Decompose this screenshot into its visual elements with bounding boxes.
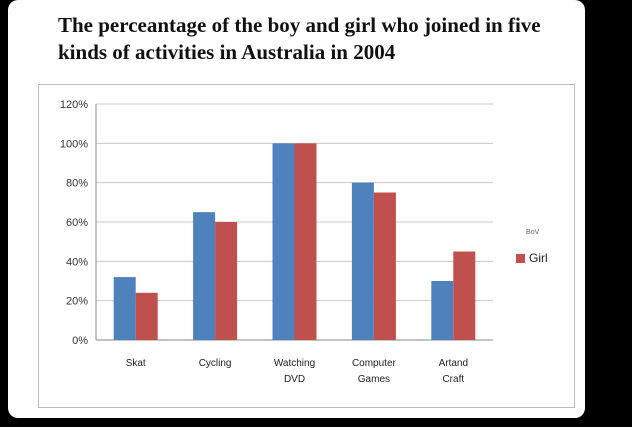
x-axis: Skat Cycling Watching DVD Computer Games Artan… (126, 358, 468, 385)
x-tick-label: Cycling (199, 358, 232, 369)
x-tick-label-line: Artand (439, 358, 468, 369)
x-tick-label-line: DVD (284, 374, 305, 385)
legend-label-girl: Girl (529, 251, 548, 265)
bar-bov-4 (431, 281, 454, 340)
y-tick-label: 80% (66, 178, 88, 190)
legend-label-boy: BoV (526, 229, 540, 236)
bar-bov-0 (113, 277, 136, 340)
legend-entry-girl: Girl (516, 251, 548, 265)
chart-card: The perceantage of the boy and girl who … (8, 0, 585, 418)
x-tick-label-line: Cycling (199, 358, 232, 369)
x-tick-label-line: Craft (442, 374, 464, 385)
bar-bov-2 (272, 143, 295, 340)
y-tick-label: 120% (60, 99, 88, 111)
x-tick-label: Computer Games (352, 358, 397, 385)
bar-chart: 0% 20% 40% 60% 80% 100% 120% Skat Cycling Watchi… (60, 99, 493, 385)
plot-frame (38, 84, 575, 408)
bars (113, 143, 476, 340)
x-tick-label-line: Skat (126, 358, 146, 369)
bar-girl-4 (453, 251, 476, 340)
chart-title: The perceantage of the boy and girl who … (58, 13, 541, 64)
y-axis: 0% 20% 40% 60% 80% 100% 120% (60, 99, 97, 347)
y-tick-label: 20% (66, 296, 88, 308)
bar-girl-0 (135, 292, 158, 340)
bar-girl-3 (373, 192, 396, 340)
legend-entry-boy: BoV (526, 229, 539, 236)
x-tick-label-line: Computer (352, 358, 397, 369)
bar-girl-1 (215, 222, 238, 340)
bar-girl-2 (294, 143, 317, 340)
x-tick-label: Watching DVD (274, 358, 315, 385)
bar-bov-1 (193, 212, 216, 340)
x-tick-label-line: Watching (274, 358, 315, 369)
legend-swatch-girl (516, 253, 525, 263)
y-tick-label: 100% (60, 138, 88, 150)
x-tick-label: Skat (126, 358, 146, 369)
x-tick-label-line: Games (358, 374, 390, 385)
bar-bov-3 (351, 182, 374, 340)
y-tick-label: 40% (66, 256, 88, 268)
y-tick-label: 0% (72, 335, 88, 347)
x-tick-label: Artand Craft (439, 358, 468, 385)
y-tick-label: 60% (66, 217, 88, 229)
